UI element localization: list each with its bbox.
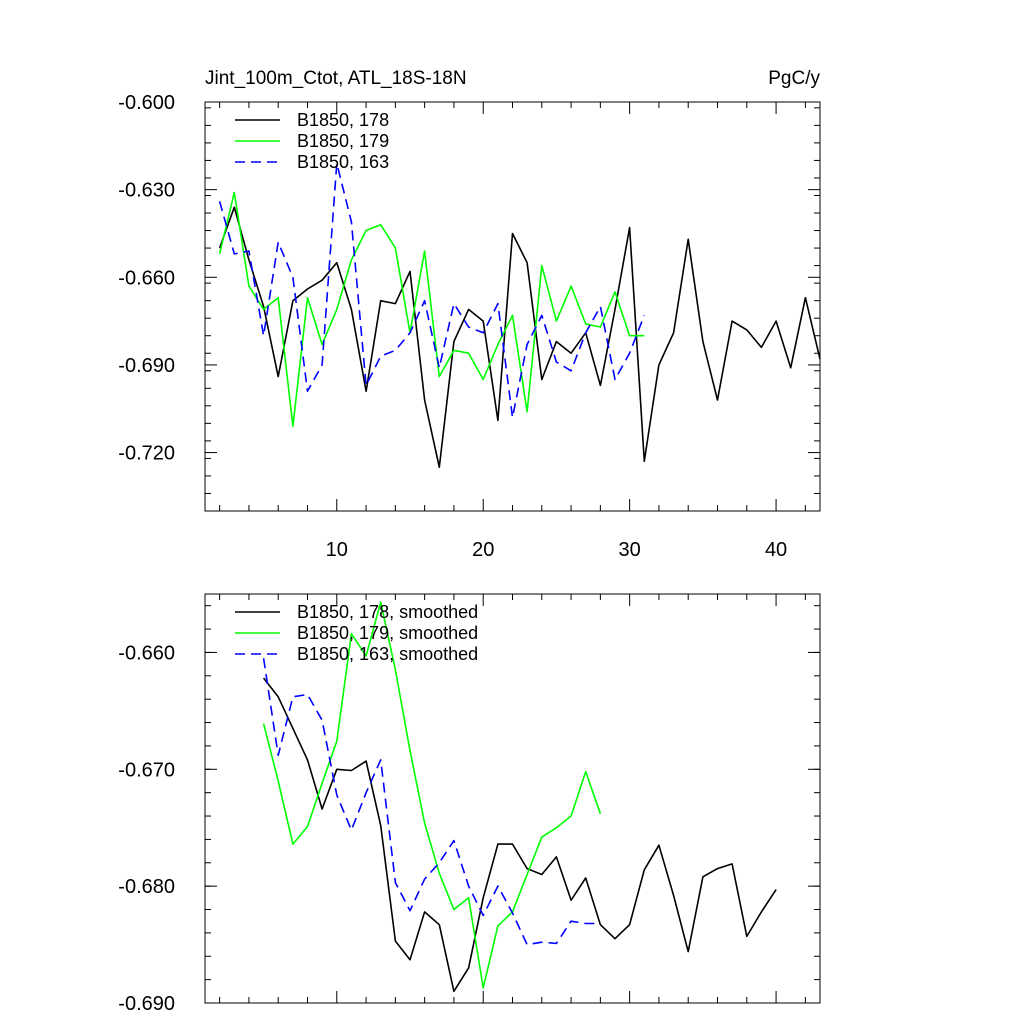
x-tick-label: 10	[326, 539, 348, 561]
series-line-1	[262, 677, 777, 993]
y-tick-label: -0.660	[118, 267, 175, 289]
legend-label-1: B1850, 178	[297, 110, 389, 130]
top-panel: -0.600-0.630-0.660-0.690-0.720 10 20 30 40 …	[118, 92, 821, 561]
bottom-panel: -0.660 -0.670 -0.680 -0.690 B1850, 178, smo…	[118, 593, 821, 1015]
x-tick-label: 40	[765, 539, 787, 561]
y-tick-label: -0.670	[118, 759, 175, 781]
y-tick-label: -0.720	[118, 443, 175, 465]
x-tick-label: 20	[472, 539, 494, 561]
series-line-3	[218, 162, 646, 419]
chart-title: Jint_100m_Ctot, ATL_18S-18N	[205, 68, 467, 89]
legend-label-3: B1850, 163, smoothed	[297, 644, 478, 664]
series-line-2	[218, 191, 645, 428]
units-label: PgC/y	[768, 68, 820, 89]
y-tick-label: -0.680	[118, 876, 175, 898]
legend-label-1: B1850, 178, smoothed	[297, 602, 478, 622]
x-tick-label: 30	[619, 539, 641, 561]
series-line-3	[262, 658, 601, 946]
series-line-2	[262, 601, 602, 989]
y-tick-label: -0.600	[118, 92, 175, 114]
y-tick-label: -0.690	[118, 355, 175, 377]
legend-label-2: B1850, 179, smoothed	[297, 623, 478, 643]
y-tick-label: -0.630	[118, 180, 175, 202]
series-line-1	[218, 206, 821, 469]
legend-label-3: B1850, 163	[297, 152, 389, 172]
y-tick-label: -0.660	[118, 642, 175, 664]
y-tick-label: -0.690	[118, 993, 175, 1015]
legend-label-2: B1850, 179	[297, 131, 389, 151]
